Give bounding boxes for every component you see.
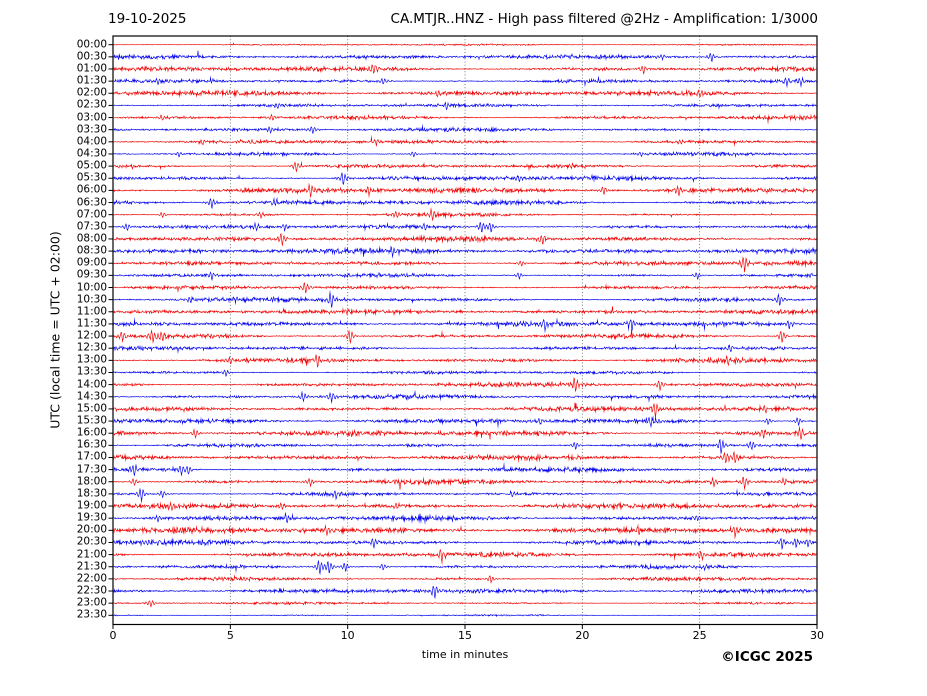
y-tick-label: 08:00	[76, 232, 107, 245]
y-tick-label: 13:30	[76, 365, 107, 378]
y-tick-label: 18:00	[76, 475, 107, 488]
y-tick-label: 01:00	[76, 62, 107, 75]
y-tick-label: 07:00	[76, 208, 107, 221]
y-tick-label: 14:30	[76, 390, 107, 403]
x-tick-label: 20	[575, 629, 590, 642]
y-tick-label: 16:00	[76, 426, 107, 439]
y-tick-label: 12:30	[76, 341, 107, 354]
y-tick-label: 02:00	[76, 86, 107, 99]
y-tick-label: 08:30	[76, 244, 107, 257]
y-tick-label: 20:30	[76, 535, 107, 548]
y-tick-label: 13:00	[76, 353, 107, 366]
x-axis-title: time in minutes	[421, 648, 509, 661]
y-tick-label: 22:30	[76, 584, 107, 597]
y-tick-label: 19:00	[76, 499, 107, 512]
y-tick-label: 17:30	[76, 463, 107, 476]
y-tick-label: 23:00	[76, 596, 107, 609]
y-tick-label: 11:00	[76, 305, 107, 318]
y-tick-label: 14:00	[76, 378, 107, 391]
x-tick-label: 25	[692, 629, 707, 642]
x-tick-label: 15	[458, 629, 472, 642]
y-tick-label: 06:30	[76, 196, 107, 209]
figure-title: CA.MTJR..HNZ - High pass filtered @2Hz -…	[390, 11, 818, 27]
y-tick-label: 02:30	[76, 98, 107, 111]
x-tick-label: 5	[226, 629, 234, 642]
y-tick-label: 03:00	[76, 111, 107, 124]
y-tick-label: 05:30	[76, 171, 107, 184]
y-tick-label: 10:00	[76, 281, 107, 293]
y-tick-label: 00:00	[76, 38, 107, 51]
y-tick-label: 11:30	[76, 317, 107, 330]
figure-date: 19-10-2025	[108, 11, 187, 27]
y-tick-label: 15:30	[76, 414, 107, 427]
y-tick-label: 22:00	[76, 572, 107, 585]
y-tick-label: 05:00	[76, 159, 107, 172]
y-tick-label: 21:00	[76, 548, 107, 561]
y-tick-label: 10:30	[76, 293, 107, 306]
copyright-credit: ©ICGC 2025	[721, 649, 813, 665]
y-tick-label: 16:30	[76, 438, 107, 451]
y-tick-label: 09:00	[76, 256, 107, 269]
y-tick-label: 20:00	[76, 523, 107, 536]
y-tick-label: 04:30	[76, 147, 107, 160]
y-tick-label: 03:30	[76, 123, 107, 136]
y-tick-label: 07:30	[76, 220, 107, 233]
y-tick-label: 21:30	[76, 560, 107, 573]
y-tick-label: 17:00	[76, 450, 107, 463]
y-tick-label: 19:30	[76, 511, 107, 524]
y-tick-label: 04:00	[76, 135, 107, 148]
x-tick-label: 10	[340, 629, 355, 642]
y-tick-label: 23:30	[76, 608, 107, 621]
y-tick-label: 00:30	[76, 50, 107, 63]
y-tick-label: 09:30	[76, 268, 107, 281]
y-tick-label: 15:00	[76, 402, 107, 415]
y-tick-label: 18:30	[76, 487, 107, 500]
y-tick-label: 01:30	[76, 74, 107, 87]
x-tick-label: 30	[810, 629, 824, 642]
y-tick-label: 06:00	[76, 183, 107, 196]
x-tick-label: 0	[109, 629, 117, 642]
y-tick-label: 12:00	[76, 329, 107, 342]
